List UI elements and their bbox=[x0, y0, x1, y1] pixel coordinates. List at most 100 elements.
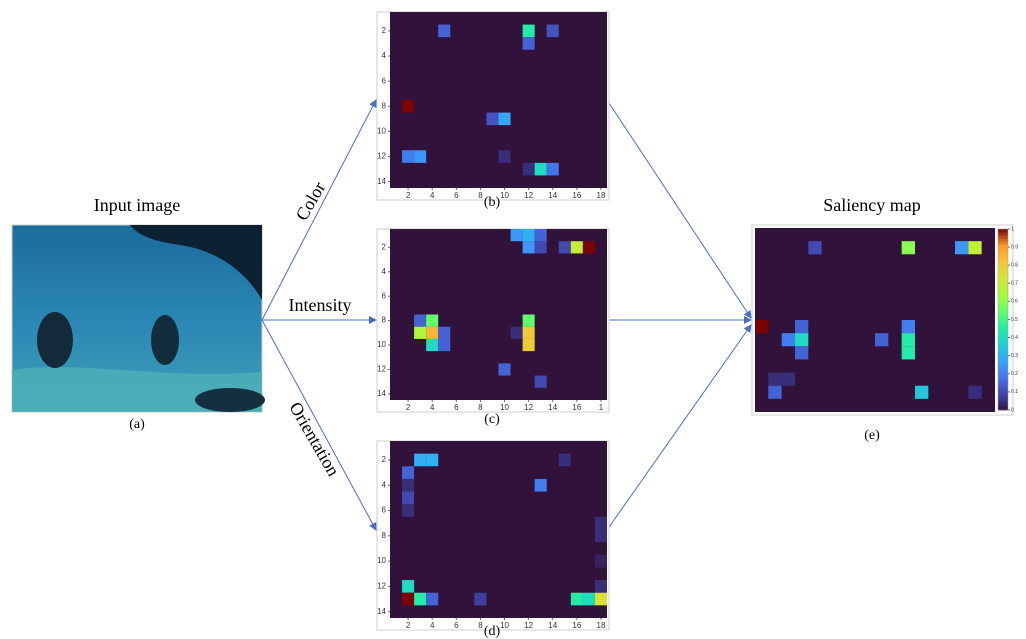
heat-cell bbox=[968, 241, 982, 255]
colorbar-step bbox=[998, 358, 1008, 363]
colorbar-step bbox=[998, 280, 1008, 284]
y-tick-label: 6 bbox=[382, 76, 387, 85]
colorbar-step bbox=[998, 250, 1008, 254]
colorbar-step bbox=[998, 343, 1008, 348]
colorbar-step bbox=[998, 367, 1008, 372]
y-tick-label: 12 bbox=[377, 582, 386, 591]
colorbar-step bbox=[998, 286, 1008, 290]
heat-cell bbox=[426, 592, 439, 606]
heat-cell bbox=[414, 592, 427, 606]
y-tick-label: 2 bbox=[382, 242, 387, 251]
colorbar-step bbox=[998, 388, 1008, 393]
input-caption: (a) bbox=[129, 417, 145, 432]
map-caption: (e) bbox=[864, 428, 880, 443]
x-tick-label: 8 bbox=[478, 403, 483, 412]
colorbar-step bbox=[998, 349, 1008, 354]
colorbar-step bbox=[998, 400, 1008, 405]
colorbar-step bbox=[998, 316, 1008, 320]
heat-cell bbox=[955, 241, 969, 255]
colorbar-label: 0.1 bbox=[1011, 389, 1018, 395]
colorbar-step bbox=[998, 319, 1008, 324]
x-tick-label: 18 bbox=[597, 621, 606, 630]
colorbar-step bbox=[998, 325, 1008, 330]
heat-cell bbox=[414, 150, 427, 163]
colorbar-step bbox=[998, 322, 1008, 327]
colorbar-label: 0.6 bbox=[1011, 299, 1018, 305]
heat-cell bbox=[534, 162, 547, 176]
branch-label: Orientation bbox=[285, 399, 343, 480]
colorbar-label: 1 bbox=[1011, 226, 1014, 232]
heat-cell bbox=[546, 162, 559, 176]
colorbar-step bbox=[998, 403, 1008, 408]
heat-cell bbox=[534, 375, 547, 388]
heat-cell bbox=[534, 241, 547, 254]
heat-cell bbox=[875, 333, 889, 347]
colorbar-step bbox=[998, 292, 1008, 296]
y-tick-label: 10 bbox=[377, 340, 386, 349]
heat-cell bbox=[795, 320, 809, 334]
y-tick-label: 4 bbox=[382, 480, 387, 489]
colorbar-step bbox=[998, 331, 1008, 336]
colorbar-label: 0.3 bbox=[1011, 353, 1018, 359]
heat-cell bbox=[522, 162, 535, 176]
heat-cell bbox=[901, 333, 915, 347]
colorbar-step bbox=[998, 283, 1008, 287]
x-tick-label: 10 bbox=[500, 191, 509, 200]
heat-cell bbox=[438, 338, 451, 352]
colorbar-step bbox=[998, 247, 1008, 251]
y-tick-label: 14 bbox=[377, 177, 386, 186]
heat-cell bbox=[768, 372, 782, 386]
x-tick-label: 2 bbox=[406, 403, 411, 412]
heat-cell bbox=[582, 241, 595, 254]
heat-cell bbox=[426, 314, 439, 327]
y-tick-label: 2 bbox=[382, 455, 387, 464]
x-tick-label: 10 bbox=[500, 403, 509, 412]
colorbar-step bbox=[998, 295, 1008, 299]
y-tick-label: 12 bbox=[377, 152, 386, 161]
heat-cell bbox=[901, 320, 915, 334]
x-tick-label: 16 bbox=[572, 621, 581, 630]
colorbar-step bbox=[998, 256, 1008, 260]
heat-cell bbox=[414, 326, 427, 339]
heat-cell bbox=[594, 529, 607, 543]
x-tick-label: 16 bbox=[572, 191, 581, 200]
x-tick-label: 14 bbox=[548, 191, 557, 200]
input-image bbox=[11, 224, 265, 413]
y-tick-label: 8 bbox=[382, 316, 387, 325]
heat-cell bbox=[474, 592, 487, 606]
x-tick-label: 18 bbox=[597, 191, 606, 200]
colorbar-step bbox=[998, 391, 1008, 396]
heat-cell bbox=[522, 326, 535, 339]
x-tick-label: 6 bbox=[454, 191, 459, 200]
y-tick-label: 4 bbox=[382, 267, 387, 276]
colorbar-step bbox=[998, 379, 1008, 384]
colorbar-step bbox=[998, 313, 1008, 317]
input-title: Input image bbox=[94, 195, 180, 215]
map-background bbox=[390, 441, 607, 618]
x-tick-label: 16 bbox=[572, 403, 581, 412]
colorbar-step bbox=[998, 232, 1008, 236]
colorbar-step bbox=[998, 373, 1008, 378]
heat-cell bbox=[915, 385, 929, 399]
y-tick-label: 14 bbox=[377, 389, 386, 398]
heat-cell bbox=[522, 338, 535, 352]
heat-cell bbox=[558, 241, 571, 254]
colorbar-step bbox=[998, 307, 1008, 311]
heat-cell bbox=[534, 478, 547, 492]
heat-cell bbox=[402, 478, 415, 492]
y-tick-label: 2 bbox=[382, 26, 387, 35]
colorbar-step bbox=[998, 346, 1008, 351]
colorbar-label: 0 bbox=[1011, 407, 1014, 413]
heat-cell bbox=[402, 580, 415, 593]
colorbar-label: 0.4 bbox=[1011, 335, 1018, 341]
x-tick-label: 8 bbox=[478, 191, 483, 200]
x-tick-label: 12 bbox=[524, 191, 533, 200]
colorbar-label: 0.8 bbox=[1011, 263, 1018, 269]
heat-cell bbox=[486, 112, 499, 126]
x-tick-label: 4 bbox=[430, 621, 435, 630]
y-tick-label: 8 bbox=[382, 531, 387, 540]
x-tick-label: 2 bbox=[406, 621, 411, 630]
colorbar-step bbox=[998, 262, 1008, 266]
